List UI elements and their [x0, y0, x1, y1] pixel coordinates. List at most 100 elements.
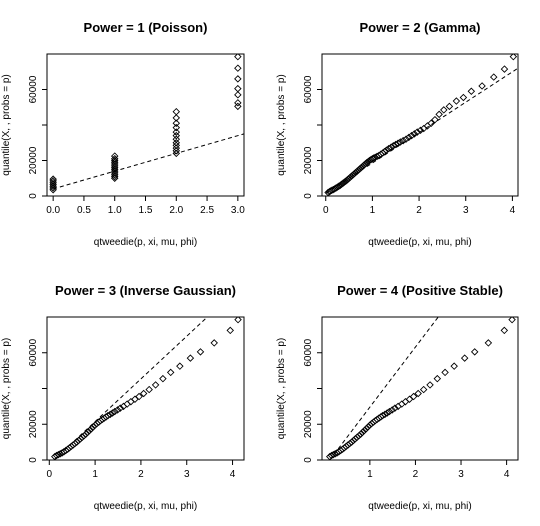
data-point: [380, 147, 389, 156]
data-point: [172, 135, 181, 143]
data-point: [382, 146, 391, 154]
data-point: [360, 426, 369, 435]
x-tick-label: 4: [510, 205, 516, 216]
data-point: [414, 389, 422, 398]
x-tick-label: 3: [184, 469, 190, 480]
data-point: [151, 381, 160, 389]
plot-title: Power = 2 (Gamma): [359, 20, 480, 35]
data-point: [123, 400, 131, 408]
x-tick-label: 0: [47, 469, 53, 480]
data-point: [489, 73, 498, 81]
data-point: [113, 406, 122, 414]
data-point: [431, 115, 439, 124]
x-tick-label: 3: [458, 469, 464, 480]
data-point: [416, 126, 425, 135]
data-point: [399, 136, 407, 145]
y-tick-label: 0: [28, 193, 39, 199]
data-point: [172, 119, 181, 127]
data-point: [433, 374, 442, 383]
data-point: [329, 450, 338, 459]
x-tick-label: 0.0: [46, 205, 60, 216]
data-point: [402, 135, 410, 143]
data-point: [405, 133, 413, 142]
data-point: [452, 97, 461, 105]
data-point: [509, 54, 518, 61]
plot-area: [51, 317, 242, 460]
y-tick-label: 60000: [28, 75, 39, 103]
data-point: [139, 389, 148, 398]
x-tick-label: 0: [323, 205, 329, 216]
data-point: [111, 407, 119, 416]
data-point: [413, 128, 421, 136]
data-point: [210, 339, 218, 347]
y-tick-label: 60000: [303, 338, 314, 366]
x-axis-label: qtweedie(p, xi, mu, phi): [94, 501, 197, 512]
data-point: [145, 385, 153, 394]
data-point: [116, 404, 125, 412]
y-tick-label: 0: [303, 193, 314, 199]
data-point: [49, 175, 57, 183]
data-point: [78, 433, 87, 442]
data-point: [186, 354, 195, 362]
data-point: [108, 409, 117, 417]
data-point: [355, 431, 363, 440]
data-point: [226, 326, 234, 335]
data-point: [74, 436, 83, 445]
reference-line: [329, 317, 439, 460]
data-point: [410, 130, 419, 138]
data-point: [409, 392, 418, 401]
x-tick-label: 2.0: [169, 205, 183, 216]
x-tick-label: 3: [463, 205, 469, 216]
data-point: [426, 381, 434, 389]
data-point: [401, 397, 410, 406]
x-tick-label: 1: [370, 205, 376, 216]
y-axis-label: quantile(X, , probs = p): [276, 338, 287, 439]
data-point: [234, 84, 242, 93]
data-point: [508, 317, 516, 324]
data-point: [450, 362, 458, 370]
y-tick-label: 20000: [28, 146, 39, 174]
plot-area: [326, 317, 516, 460]
x-tick-label: 4: [230, 469, 236, 480]
y-tick-label: 20000: [303, 146, 314, 174]
data-point: [368, 154, 377, 163]
plot-title: Power = 3 (Inverse Gaussian): [55, 283, 236, 298]
plot-panel-2: Power = 2 (Gamma) 0 1 2 3 4 0 20000 60000 qtweedi…: [276, 20, 519, 248]
data-point: [440, 106, 448, 114]
data-point: [459, 93, 468, 102]
x-tick-label: 2: [413, 469, 419, 480]
plot-area: [324, 54, 518, 196]
y-tick-label: 0: [303, 457, 314, 463]
y-tick-label: 60000: [303, 75, 314, 103]
data-point: [500, 65, 509, 73]
plot-frame: [46, 53, 245, 197]
x-tick-label: 2: [138, 469, 144, 480]
x-tick-label: 1: [92, 469, 98, 480]
data-point: [362, 424, 370, 433]
x-tick-label: 2: [416, 205, 422, 216]
data-point: [357, 430, 365, 438]
data-point: [104, 411, 112, 420]
reference-line: [53, 133, 244, 190]
data-point: [470, 348, 479, 356]
data-point: [445, 102, 454, 111]
data-point: [234, 91, 242, 99]
data-point: [383, 409, 391, 417]
y-axis-label: quantile(X, , probs = p): [1, 338, 12, 439]
data-point: [391, 404, 399, 412]
data-point: [166, 368, 175, 377]
data-point: [427, 119, 435, 127]
x-axis-label: qtweedie(p, xi, mu, phi): [368, 237, 471, 248]
x-tick-label: 2.5: [200, 205, 214, 216]
data-point: [172, 123, 181, 132]
data-point: [388, 406, 396, 414]
data-point: [196, 348, 205, 356]
plot-frame: [321, 316, 519, 461]
data-point: [234, 75, 242, 83]
plot-panel-3: Power = 3 (Inverse Gaussian) 0 1 2 3 4 0 20000 6…: [1, 283, 245, 512]
data-point: [358, 428, 367, 437]
data-point: [484, 339, 493, 347]
data-point: [349, 436, 358, 445]
y-tick-label: 60000: [28, 338, 39, 366]
data-point: [441, 368, 449, 377]
